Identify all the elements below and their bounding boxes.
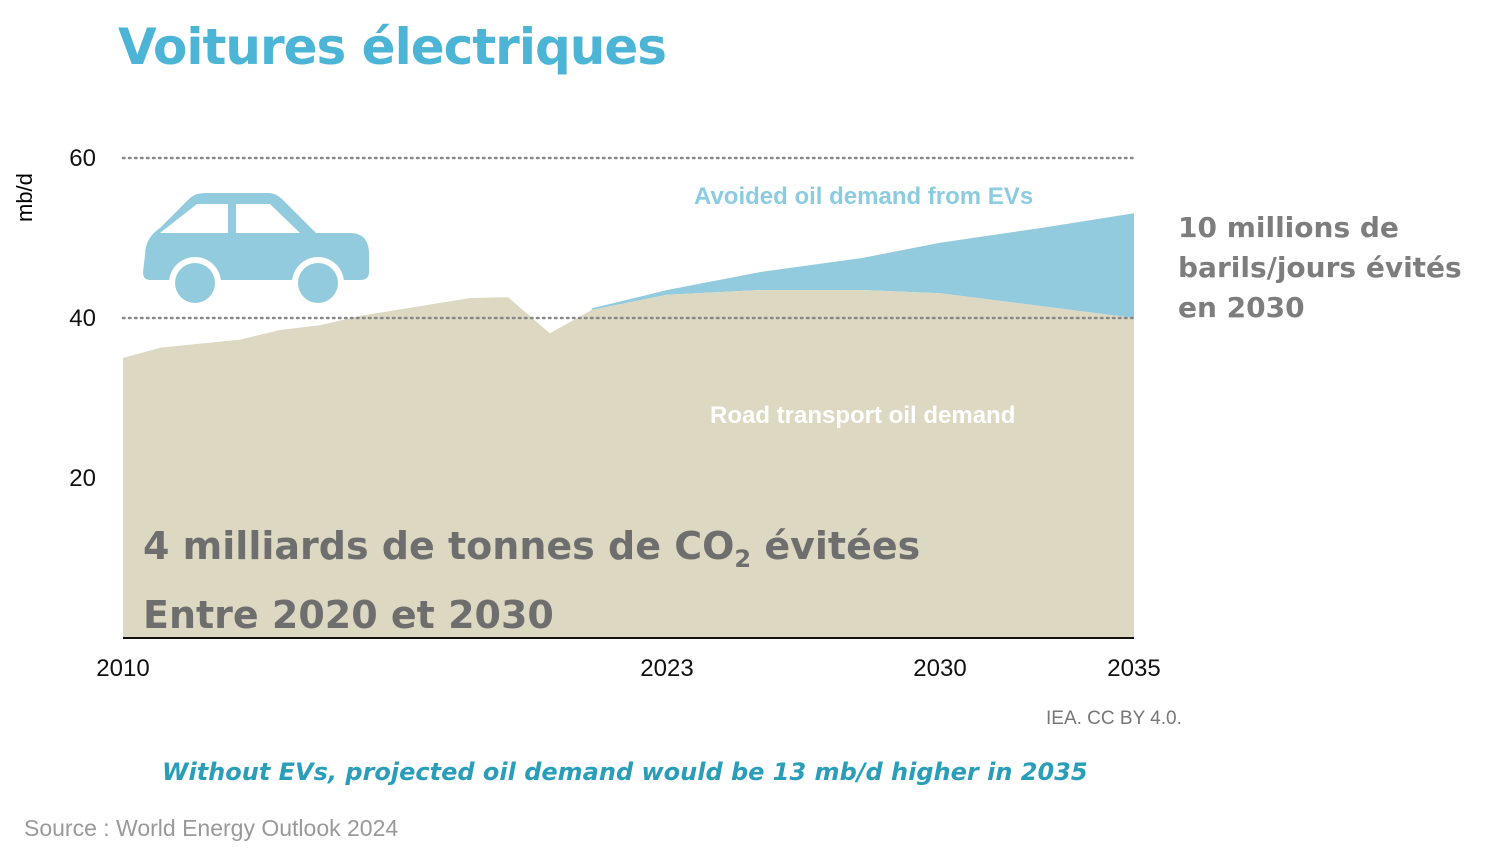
co2-line1-suffix: évitées	[751, 524, 921, 568]
co2-subscript: 2	[734, 545, 752, 573]
x-tick-label: 2023	[640, 655, 693, 682]
caption: Without EVs, projected oil demand would …	[162, 758, 1088, 786]
avoided-area	[591, 213, 1134, 318]
car-icon	[143, 193, 369, 309]
co2-annotation: 4 milliards de tonnes de CO2 évitées Ent…	[143, 518, 920, 643]
y-axis-label: mb/d	[12, 173, 37, 222]
x-tick-label: 2010	[96, 655, 149, 682]
x-tick-label: 2035	[1107, 655, 1160, 682]
legend-avoided: Avoided oil demand from EVs	[694, 183, 1034, 210]
road-demand-area	[123, 290, 1134, 638]
source: Source : World Energy Outlook 2024	[24, 815, 399, 841]
co2-line2: Entre 2020 et 2030	[143, 593, 554, 637]
y-tick-label: 20	[69, 465, 96, 492]
x-tick-label: 2030	[913, 655, 966, 682]
co2-line1: 4 milliards de tonnes de CO	[143, 524, 735, 568]
page-title: Voitures électriques	[118, 18, 667, 76]
y-tick-label: 40	[69, 305, 96, 332]
legend-road: Road transport oil demand	[710, 402, 1016, 429]
side-note: 10 millions de barils/jours évités en 20…	[1178, 211, 1462, 324]
y-tick-label: 60	[69, 145, 96, 172]
credit: IEA. CC BY 4.0.	[1046, 708, 1182, 729]
